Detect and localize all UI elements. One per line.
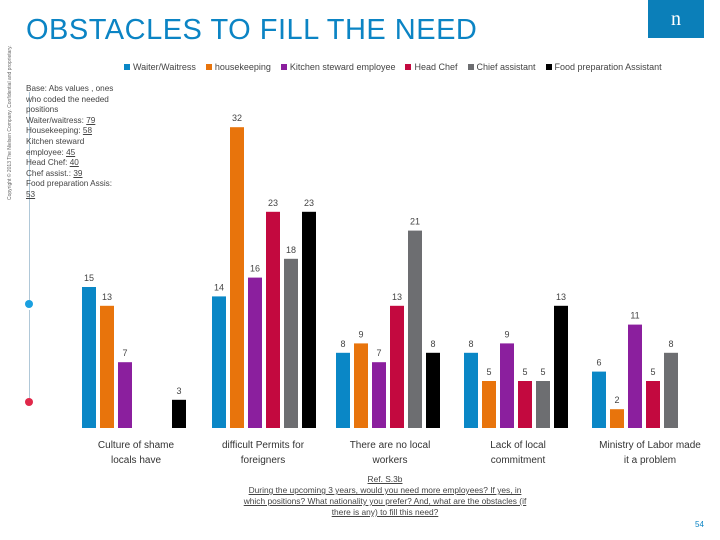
- bar: [610, 409, 624, 428]
- legend-swatch: [545, 64, 552, 70]
- legend-item-chief-assistant: Chief assistant: [467, 62, 536, 72]
- bar-value-label: 11: [630, 311, 639, 321]
- bar: [372, 362, 386, 428]
- bar: [464, 352, 478, 428]
- base-note-line: Food preparation Assis: 53: [26, 179, 113, 199]
- reference-question: During the upcoming 3 years, would you n…: [243, 485, 527, 517]
- bar: [302, 211, 316, 428]
- decorative-line-bottom: [29, 310, 30, 400]
- bar-value-label: 7: [376, 348, 381, 358]
- legend-label: Chief assistant: [476, 62, 536, 72]
- bar-value-label: 9: [504, 329, 509, 339]
- bar-value-label: 13: [556, 292, 566, 302]
- category-label: difficult Permits for foreigners: [222, 440, 305, 466]
- brand-logo: n: [648, 0, 704, 38]
- bar: [554, 305, 568, 428]
- base-note-line: Head Chef: 40: [26, 158, 79, 168]
- bar-value-label: 8: [430, 339, 435, 349]
- legend-swatch: [405, 64, 412, 70]
- bar: [408, 230, 422, 428]
- base-note-line: Chef assist.: 39: [26, 168, 83, 178]
- bar-value-label: 8: [340, 339, 345, 349]
- bar-value-label: 13: [102, 292, 112, 302]
- bar: [426, 352, 440, 428]
- legend-label: housekeeping: [214, 62, 271, 72]
- category-label: Lack of local commitment: [490, 440, 546, 466]
- base-note-line: Housekeeping: 58: [26, 126, 93, 136]
- base-note-line: Kitchen steward employee: 45: [26, 136, 85, 157]
- decorative-dot-red: [25, 398, 33, 406]
- category-label: Ministry of Labor made it a problem: [599, 440, 701, 466]
- bar: [646, 381, 660, 428]
- bar: [248, 277, 262, 428]
- page-number: 54: [695, 520, 704, 529]
- reference-note: Ref. S.3b During the upcoming 3 years, w…: [240, 474, 530, 518]
- bar: [336, 352, 350, 428]
- bar-value-label: 23: [268, 198, 278, 208]
- bar-value-label: 21: [410, 217, 420, 227]
- bar: [628, 324, 642, 428]
- bar-value-label: 8: [468, 339, 473, 349]
- legend-label: Kitchen steward employee: [289, 62, 396, 72]
- bar-value-label: 32: [232, 113, 242, 123]
- legend-label: Food preparation Assistant: [554, 62, 662, 72]
- bar-value-label: 2: [614, 395, 619, 405]
- bar-value-label: 5: [540, 367, 545, 377]
- legend-item-food-prep: Food preparation Assistant: [545, 62, 662, 72]
- decorative-dot-blue: [25, 300, 33, 308]
- bar: [390, 305, 404, 428]
- bar: [536, 381, 550, 428]
- bar: [592, 371, 606, 428]
- legend-item-housekeeping: housekeeping: [205, 62, 271, 72]
- bar: [100, 305, 114, 428]
- bar-value-label: 3: [176, 386, 181, 396]
- bar: [518, 381, 532, 428]
- bar-value-label: 5: [522, 367, 527, 377]
- bar-value-label: 6: [596, 358, 601, 368]
- base-note-intro: Base: Abs values , ones who coded the ne…: [26, 84, 114, 115]
- bar: [354, 343, 368, 428]
- bar: [500, 343, 514, 428]
- reference-code: Ref. S.3b: [367, 474, 403, 484]
- bar: [212, 296, 226, 428]
- bar-value-label: 7: [122, 348, 127, 358]
- bar-value-label: 13: [392, 292, 402, 302]
- bar: [482, 381, 496, 428]
- bar-value-label: 23: [304, 198, 314, 208]
- bar-value-label: 15: [84, 273, 94, 283]
- legend-label: Head Chef: [414, 62, 458, 72]
- bar-value-label: 8: [668, 339, 673, 349]
- bar-value-label: 5: [650, 367, 655, 377]
- bar-value-label: 16: [250, 264, 260, 274]
- legend-swatch: [205, 64, 212, 70]
- bar-value-label: 18: [286, 245, 296, 255]
- bar: [266, 211, 280, 428]
- legend-item-head-chef: Head Chef: [405, 62, 458, 72]
- bar: [118, 362, 132, 428]
- bar-value-label: 9: [358, 329, 363, 339]
- decorative-line-top: [29, 92, 30, 302]
- base-note-line: Waiter/waitress: 79: [26, 115, 96, 125]
- bar: [284, 258, 298, 428]
- legend-swatch: [280, 64, 287, 70]
- bar: [230, 127, 244, 428]
- chart-legend: Waiter/Waitress housekeeping Kitchen ste…: [124, 62, 662, 72]
- bar: [82, 287, 96, 428]
- category-label: Culture of shame locals have: [98, 440, 175, 466]
- bar: [664, 352, 678, 428]
- legend-item-kitchen-steward: Kitchen steward employee: [280, 62, 396, 72]
- bar-value-label: 5: [486, 367, 491, 377]
- base-note: Base: Abs values , ones who coded the ne…: [26, 84, 116, 201]
- legend-swatch: [124, 64, 130, 70]
- legend-swatch: [467, 64, 474, 70]
- legend-label: Waiter/Waitress: [133, 62, 196, 72]
- legend-item-waiter: Waiter/Waitress: [124, 62, 196, 72]
- category-label: There are no local workers: [350, 440, 431, 466]
- bar-value-label: 14: [214, 282, 224, 292]
- page-title: OBSTACLES TO FILL THE NEED: [26, 14, 478, 46]
- bar: [172, 399, 186, 428]
